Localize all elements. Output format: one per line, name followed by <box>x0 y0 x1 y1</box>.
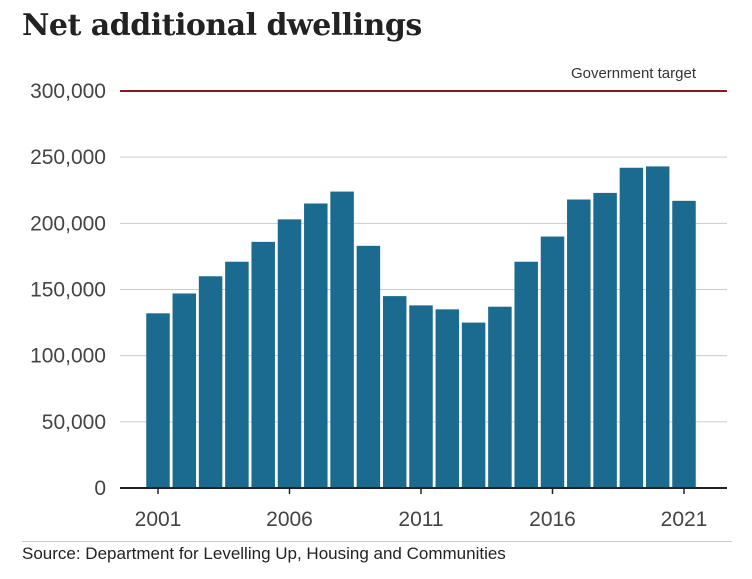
bars <box>146 166 696 488</box>
bar <box>225 261 249 488</box>
bar <box>304 203 328 488</box>
bar <box>461 322 486 488</box>
government-target-line: Government target <box>120 65 727 92</box>
bar <box>409 305 433 488</box>
target-line-label: Government target <box>571 65 697 82</box>
bar <box>488 306 512 488</box>
source-note: Source: Department for Levelling Up, Hou… <box>22 544 506 563</box>
bar <box>172 293 197 488</box>
y-tick-label: 200,000 <box>30 212 106 235</box>
bar <box>277 219 302 488</box>
x-tick-label: 2021 <box>661 508 708 531</box>
x-tick-label: 2016 <box>529 508 576 531</box>
bar <box>251 241 275 488</box>
bar <box>619 167 644 488</box>
y-tick-label: 150,000 <box>30 279 106 302</box>
source-divider <box>22 541 732 542</box>
bar <box>146 313 170 488</box>
bar <box>435 309 460 488</box>
y-tick-label: 50,000 <box>42 411 106 434</box>
y-tick-label: 300,000 <box>30 80 106 103</box>
bar <box>356 245 381 488</box>
bar <box>198 276 223 488</box>
x-tick-label: 2001 <box>135 508 182 531</box>
x-axis-tick-labels: 2001 2006 2011 2016 2021 <box>135 488 708 531</box>
bar <box>645 166 670 488</box>
chart-title: Net additional dwellings <box>22 8 422 43</box>
bar <box>330 191 354 488</box>
y-tick-label: 250,000 <box>30 146 106 169</box>
bar <box>540 236 565 488</box>
x-tick-label: 2006 <box>266 508 313 531</box>
y-axis-tick-labels: 0 50,000 100,000 150,000 200,000 250,000 300,0… <box>30 80 106 500</box>
y-tick-label: 0 <box>94 477 106 500</box>
bar <box>672 200 696 488</box>
y-tick-label: 100,000 <box>30 345 106 368</box>
bar <box>593 192 617 488</box>
bar <box>567 199 591 488</box>
bar <box>514 261 538 488</box>
bar-chart: Government target 0 50,000 100,000 150,000 2… <box>30 65 727 531</box>
x-tick-label: 2011 <box>398 508 443 531</box>
bar <box>382 296 407 488</box>
